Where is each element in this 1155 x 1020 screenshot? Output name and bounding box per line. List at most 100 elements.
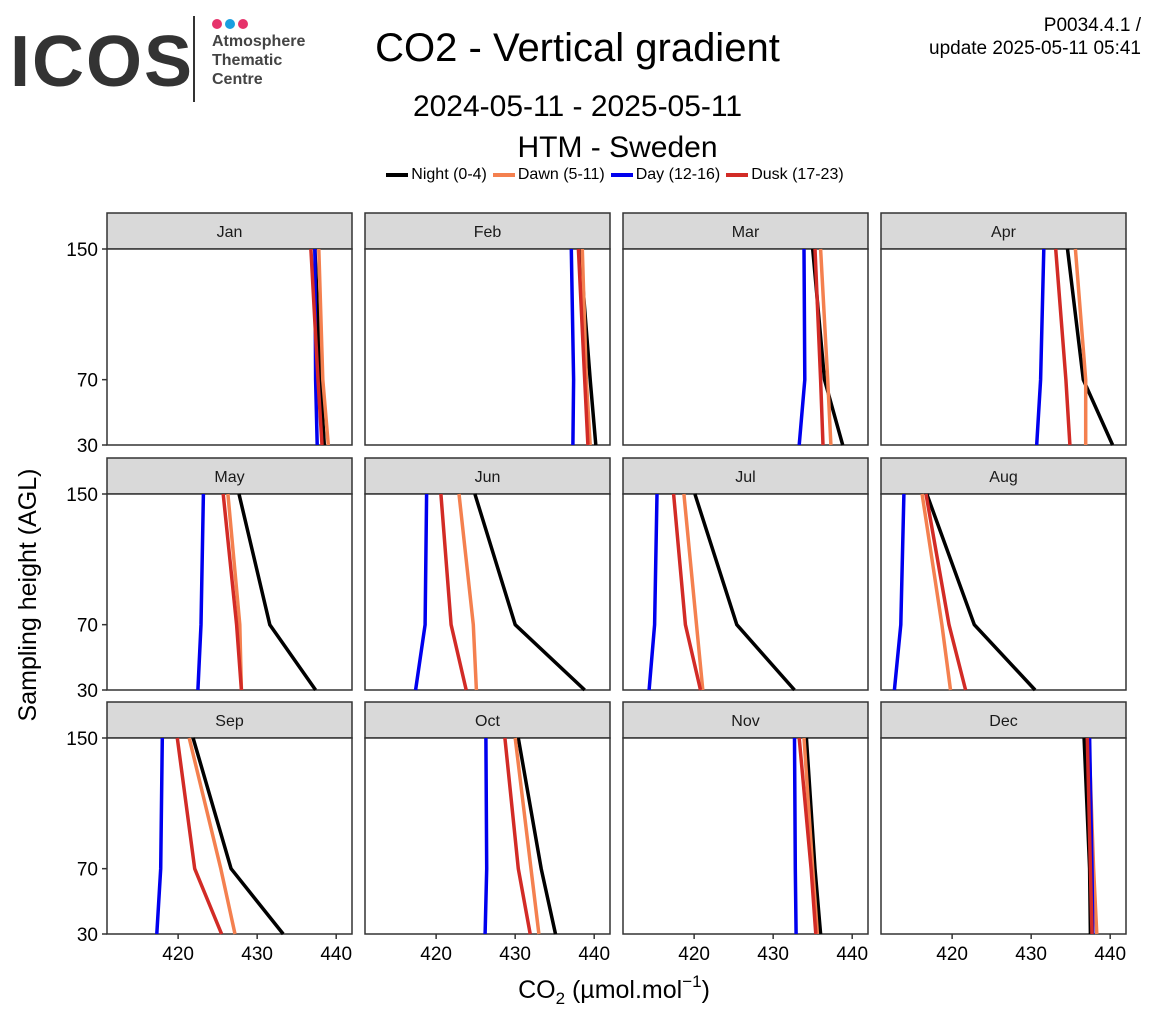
legend-item: Dusk (17-23): [726, 166, 844, 184]
x-tick-label: 430: [499, 944, 531, 965]
logo-sub-line: Atmosphere: [212, 33, 306, 50]
x-label-superscript: −1: [682, 972, 701, 991]
series-line: [647, 493, 659, 691]
chart-legend: Night (0-4) Dawn (5-11) Day (12-16) Dusk (1…: [0, 166, 1155, 184]
legend-key: [726, 172, 749, 177]
legend-key: [386, 172, 409, 177]
x-tick-label: 420: [420, 944, 452, 965]
x-tick-label: 440: [836, 944, 868, 965]
facet-strip: [880, 457, 1127, 495]
logo-dot: [238, 19, 248, 29]
series-line: [797, 248, 807, 446]
series-line: [483, 737, 489, 935]
panel-frame: [880, 248, 1127, 446]
series-line: [513, 737, 541, 935]
x-label-end: ): [702, 976, 710, 1004]
logo-subtitle: Atmosphere Thematic Centre: [212, 32, 305, 89]
facet-strip: [880, 701, 1127, 739]
panel-frame: [622, 493, 869, 691]
series-line: [813, 248, 825, 446]
panel-frame: [880, 493, 1127, 691]
facet-strip: [364, 701, 611, 739]
logo-dot: [212, 19, 222, 29]
panel-frame: [364, 248, 611, 446]
x-label-main: CO: [518, 976, 556, 1004]
series-line: [196, 493, 206, 691]
x-tick-label: 420: [162, 944, 194, 965]
series-line: [221, 493, 244, 691]
legend-label: Night (0-4): [411, 166, 487, 183]
x-label-subscript: 2: [556, 989, 565, 1008]
series-line: [155, 737, 165, 935]
x-tick-label: 440: [1094, 944, 1126, 965]
x-tick-label: 430: [1015, 944, 1047, 965]
facet-strip: [106, 212, 353, 250]
station-label: HTM - Sweden: [517, 131, 718, 164]
series-line: [439, 493, 468, 691]
y-tick-label: 150: [66, 485, 98, 506]
facet-label: Feb: [474, 224, 502, 241]
series-line: [671, 493, 703, 691]
series-line: [682, 493, 705, 691]
panel-frame: [364, 493, 611, 691]
facet-label: Aug: [989, 469, 1017, 486]
series-line: [413, 493, 429, 691]
update-timestamp: update 2025-05-11 05:41: [929, 38, 1141, 59]
x-axis-label: CO2 (µmol.mol−1): [518, 972, 710, 1008]
facet-label: Mar: [732, 224, 760, 241]
series-line: [892, 493, 906, 691]
x-tick-label: 440: [320, 944, 352, 965]
series-line: [1085, 737, 1094, 935]
x-label-unit: (µmol.mol: [565, 976, 682, 1004]
series-line: [576, 248, 590, 446]
series-line: [187, 737, 237, 935]
chart-title: CO2 - Vertical gradient: [375, 26, 780, 70]
chart-subtitle: 2024-05-11 - 2025-05-11: [412, 90, 743, 123]
series-line: [920, 493, 953, 691]
series-line: [309, 248, 324, 446]
legend-label: Dusk (17-23): [751, 166, 844, 183]
series-line: [175, 737, 224, 935]
y-tick-label: 30: [77, 925, 98, 946]
y-axis-label: Sampling height (AGL): [14, 469, 42, 722]
series-line: [516, 737, 558, 935]
legend-label: Day (12-16): [635, 166, 721, 183]
series-line: [792, 737, 798, 935]
series-line: [693, 493, 796, 692]
legend-key: [492, 172, 515, 177]
logo-sub-line: Thematic: [212, 52, 283, 69]
facet-strip: [364, 212, 611, 250]
legend-item: Dawn (5-11): [492, 166, 605, 184]
facet-label: Jun: [475, 469, 501, 486]
facet-label: Apr: [991, 224, 1017, 241]
y-tick-label: 30: [77, 436, 98, 457]
logo-wordmark: ICOS: [10, 22, 195, 102]
y-tick-label: 30: [77, 681, 98, 702]
panel-frame: [622, 248, 869, 446]
series-line: [924, 493, 968, 691]
series-line: [1034, 248, 1046, 446]
x-tick-label: 430: [241, 944, 273, 965]
series-line: [925, 493, 1037, 692]
series-line: [473, 493, 586, 692]
logo-sub-line: Centre: [212, 71, 263, 88]
icos-logo: ICOS Atmosphere Thematic Centre: [10, 12, 330, 107]
y-tick-label: 150: [66, 240, 98, 261]
facet-strip: [880, 212, 1127, 250]
facet-strip: [622, 701, 869, 739]
facet-label: Sep: [215, 713, 244, 730]
series-line: [191, 737, 285, 936]
facet-strip: [622, 212, 869, 250]
y-tick-label: 150: [66, 729, 98, 750]
version-info: P0034.4.1 / update 2025-05-11 05:41: [929, 14, 1141, 60]
y-tick-label: 70: [77, 860, 98, 881]
logo-dots: [212, 16, 251, 29]
x-tick-label: 420: [678, 944, 710, 965]
series-line: [457, 493, 479, 691]
facet-label: Jan: [217, 224, 243, 241]
y-tick-label: 70: [77, 371, 98, 392]
series-line: [1065, 248, 1115, 446]
series-line: [797, 737, 818, 935]
series-line: [1073, 248, 1088, 445]
